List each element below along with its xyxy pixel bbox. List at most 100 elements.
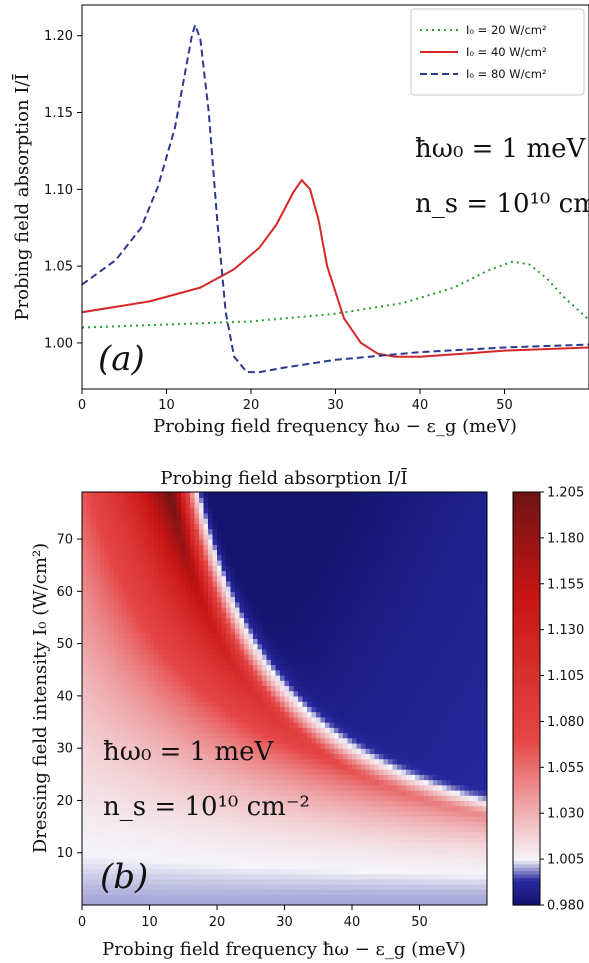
heatmap-cell <box>428 685 434 692</box>
heatmap-cell <box>217 899 223 905</box>
heatmap-cell <box>437 711 443 718</box>
heatmap-cell <box>190 633 196 639</box>
heatmap-cell <box>109 826 115 833</box>
heatmap-cell <box>145 711 151 718</box>
heatmap-cell <box>244 674 250 681</box>
heatmap-cell <box>460 816 466 822</box>
heatmap-cell <box>230 894 236 901</box>
heatmap-cell <box>352 627 358 634</box>
heatmap-cell <box>131 884 137 890</box>
heatmap-cell <box>320 821 326 828</box>
heatmap-cell <box>199 899 205 905</box>
heatmap-cell <box>478 847 484 854</box>
heatmap-cell <box>131 706 137 713</box>
heatmap-cell <box>289 727 295 734</box>
heatmap-cell <box>91 774 97 781</box>
heatmap-cell <box>347 795 353 802</box>
heatmap-cell <box>95 774 101 781</box>
heatmap-cell <box>361 664 367 671</box>
heatmap-cell <box>226 774 232 781</box>
heatmap-cell <box>469 695 475 702</box>
heatmap-cell <box>388 884 394 890</box>
heatmap-cell <box>352 664 358 671</box>
heatmap-cell <box>482 648 487 655</box>
heatmap-cell <box>419 789 425 796</box>
heatmap-cell <box>212 894 218 901</box>
heatmap-cell <box>347 800 353 807</box>
heatmap-cell <box>415 742 421 749</box>
heatmap-cell <box>451 648 457 655</box>
heatmap-cell <box>455 805 461 812</box>
heatmap-cell <box>275 857 281 864</box>
heatmap-cell <box>221 753 227 760</box>
heatmap-cell <box>307 753 313 760</box>
heatmap-cell <box>437 795 443 802</box>
heatmap-cell <box>262 816 268 822</box>
heatmap-cell <box>109 648 115 655</box>
heatmap-cell <box>334 889 340 896</box>
heatmap-cell <box>235 680 241 687</box>
heatmap-cell <box>145 784 151 791</box>
heatmap-cell <box>307 816 313 822</box>
heatmap-cell <box>401 831 407 838</box>
heatmap-cell <box>392 884 398 890</box>
heatmap-cell <box>383 617 389 624</box>
heatmap-cell <box>212 863 218 870</box>
heatmap-cell <box>415 732 421 739</box>
heatmap-cell <box>424 884 430 890</box>
heatmap-cell <box>284 674 290 681</box>
heatmap-cell <box>302 680 308 687</box>
heatmap-cell <box>410 674 416 681</box>
heatmap-cell <box>163 732 169 739</box>
heatmap-cell <box>392 810 398 817</box>
heatmap-cell <box>338 711 344 718</box>
heatmap-cell <box>311 722 317 728</box>
heatmap-cell <box>158 779 164 786</box>
heatmap-cell <box>307 899 313 905</box>
heatmap-cell <box>122 847 128 854</box>
heatmap-cell <box>226 810 232 817</box>
heatmap-cell <box>298 857 304 864</box>
heatmap-cell <box>113 800 119 807</box>
heatmap-cell <box>329 774 335 781</box>
heatmap-cell <box>352 873 358 880</box>
heatmap-cell <box>343 831 349 838</box>
heatmap-cell <box>145 753 151 760</box>
heatmap-cell <box>262 779 268 786</box>
heatmap-cell <box>311 748 317 754</box>
heatmap-cell <box>100 711 106 718</box>
heatmap-cell <box>334 732 340 739</box>
heatmap-cell <box>122 868 128 875</box>
heatmap-cell <box>127 779 133 786</box>
heatmap-cell <box>437 873 443 880</box>
heatmap-cell <box>401 690 407 697</box>
heatmap-cell <box>176 868 182 875</box>
heatmap-cell <box>361 831 367 838</box>
heatmap-cell <box>145 863 151 870</box>
y-tick-label: 1.15 <box>44 106 73 121</box>
heatmap-cell <box>127 758 133 765</box>
heatmap-cell <box>131 826 137 833</box>
heatmap-cell <box>140 706 146 713</box>
heatmap-cell <box>253 894 259 901</box>
heatmap-cell <box>383 737 389 744</box>
heatmap-cell <box>329 800 335 807</box>
heatmap-cell <box>266 769 272 775</box>
heatmap-cell <box>311 769 317 775</box>
heatmap-cell <box>221 805 227 812</box>
heatmap-cell <box>190 669 196 676</box>
heatmap-cell <box>374 654 380 660</box>
heatmap-cell <box>217 795 223 802</box>
heatmap-cell <box>266 758 272 765</box>
heatmap-cell <box>194 685 200 692</box>
heatmap-cell <box>113 774 119 781</box>
heatmap-cell <box>203 884 209 890</box>
heatmap-cell <box>397 889 403 896</box>
heatmap-cell <box>95 722 101 728</box>
heatmap-cell <box>262 643 268 650</box>
heatmap-cell <box>118 648 124 655</box>
heatmap-cell <box>248 742 254 749</box>
heatmap-cell <box>167 842 173 849</box>
heatmap-cell <box>190 842 196 849</box>
heatmap-cell <box>316 685 322 692</box>
